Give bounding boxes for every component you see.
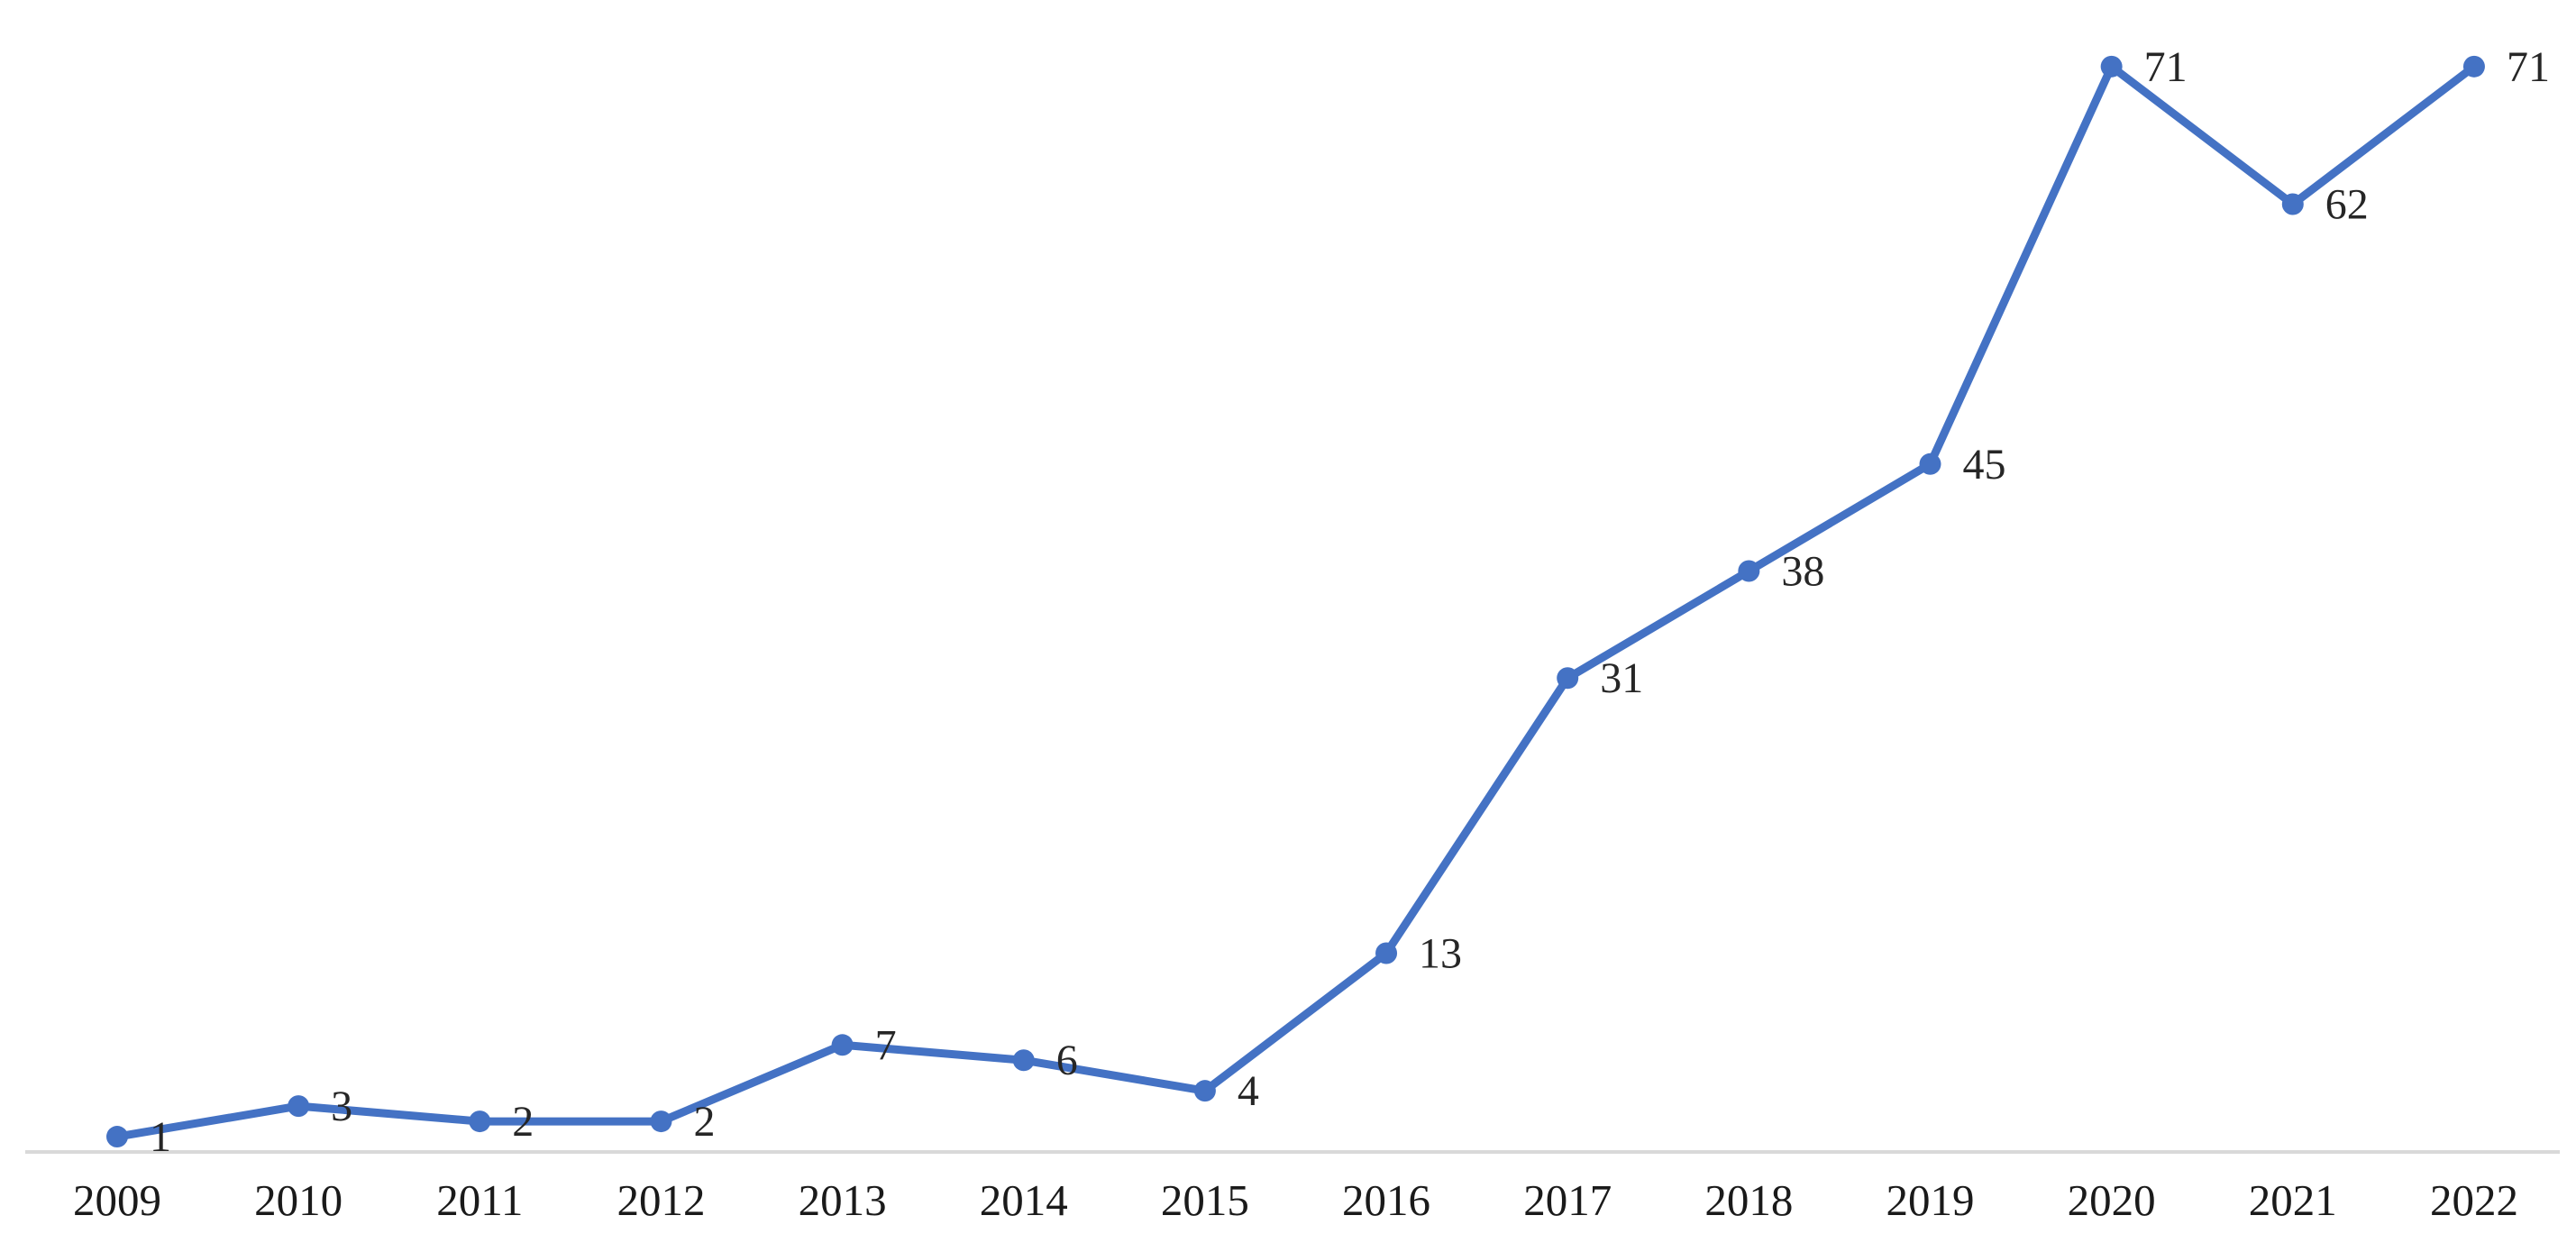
data-label-2011: 2 [512,1098,534,1146]
x-axis-tick-label-2016: 2016 [1342,1175,1430,1225]
x-axis-tick-label-2020: 2020 [2068,1175,2156,1225]
x-axis-tick-label-2017: 2017 [1523,1175,1612,1225]
data-label-2018: 38 [1781,548,1824,596]
data-point-marker-2019 [1919,452,1941,475]
data-label-2009: 1 [150,1113,171,1161]
data-point-marker-2016 [1375,942,1398,964]
series-line [113,62,2479,1141]
data-point-marker-2011 [469,1110,491,1133]
data-label-2016: 13 [1419,930,1462,978]
data-label-2019: 45 [1963,441,2006,489]
x-axis-tick-label-2012: 2012 [617,1175,705,1225]
data-point-marker-2018 [1738,560,1760,582]
data-point-marker-2012 [650,1110,672,1133]
x-axis-tick-label-2013: 2013 [799,1175,887,1225]
x-axis-tick-label-2022: 2022 [2430,1175,2518,1225]
data-label-2022: 71 [2507,43,2550,91]
data-label-2015: 4 [1238,1067,1259,1115]
x-axis-tick-label-2014: 2014 [980,1175,1068,1225]
data-point-marker-2021 [2281,193,2304,215]
data-point-marker-2022 [2462,55,2485,78]
data-label-2010: 3 [331,1083,352,1130]
x-axis-tick-label-2015: 2015 [1161,1175,1249,1225]
data-label-2020: 71 [2144,43,2188,91]
data-label-2012: 2 [693,1098,715,1146]
data-point-marker-2010 [288,1095,310,1118]
x-axis-tick-label-2021: 2021 [2249,1175,2337,1225]
data-point-marker-2020 [2100,55,2123,78]
data-label-2021: 62 [2325,180,2369,228]
data-label-2013: 7 [875,1021,897,1069]
data-point-marker-2014 [1012,1049,1035,1072]
data-point-marker-2013 [831,1034,854,1056]
data-point-marker-2015 [1193,1080,1216,1102]
data-label-2017: 31 [1600,654,1643,702]
data-point-marker-2009 [106,1126,128,1148]
data-label-2014: 6 [1056,1037,1078,1084]
x-axis-tick-label-2018: 2018 [1704,1175,1793,1225]
x-axis-tick-label-2010: 2010 [254,1175,343,1225]
x-axis-tick-label-2019: 2019 [1886,1175,1975,1225]
data-point-marker-2017 [1557,667,1579,690]
x-axis-tick-label-2011: 2011 [436,1175,523,1225]
x-axis-tick-label-2009: 2009 [73,1175,161,1225]
